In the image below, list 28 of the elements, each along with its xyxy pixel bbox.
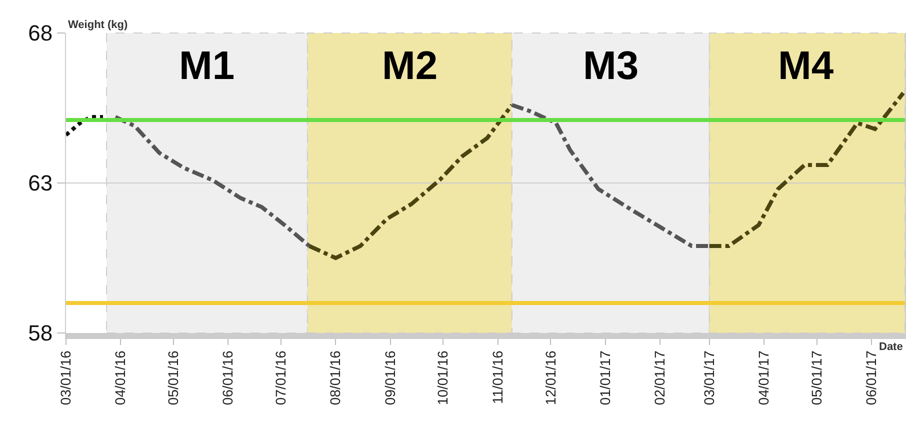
x-tick-label: 03/01/16 xyxy=(58,350,74,406)
band-label: M2 xyxy=(382,44,438,88)
x-tick-label: 02/01/17 xyxy=(652,350,668,406)
x-axis-title: Date xyxy=(879,341,903,353)
x-tick-label: 08/01/16 xyxy=(327,350,344,406)
x-tick-label: 04/01/16 xyxy=(112,350,128,406)
y-tick-label: 58 xyxy=(28,320,53,346)
x-tick-label: 12/01/16 xyxy=(542,350,558,406)
band-label: M3 xyxy=(583,44,639,88)
x-tick-label: 04/01/17 xyxy=(756,350,772,406)
y-axis-title: Weight (kg) xyxy=(68,19,128,31)
x-tick-label: 10/01/16 xyxy=(434,350,451,406)
band-label: M4 xyxy=(778,44,834,88)
line-series xyxy=(707,91,905,248)
x-tick-label: 06/01/17 xyxy=(863,350,880,406)
x-tick-label: 09/01/16 xyxy=(382,350,398,406)
line-series xyxy=(113,115,312,248)
x-tick-label: 11/01/16 xyxy=(489,350,506,404)
x-tick-label: 05/01/16 xyxy=(165,350,182,406)
y-tick-label: 63 xyxy=(28,170,53,196)
line-series xyxy=(307,103,514,260)
x-tick-label: 06/01/16 xyxy=(220,350,236,406)
x-tick-label: 05/01/17 xyxy=(808,350,824,406)
x-tick-label: 03/01/17 xyxy=(700,350,717,406)
band-label: M1 xyxy=(179,44,235,88)
x-tick-label: 01/01/17 xyxy=(596,350,613,406)
x-tick-label: 07/01/16 xyxy=(272,350,289,406)
y-tick-label: 68 xyxy=(28,20,53,46)
